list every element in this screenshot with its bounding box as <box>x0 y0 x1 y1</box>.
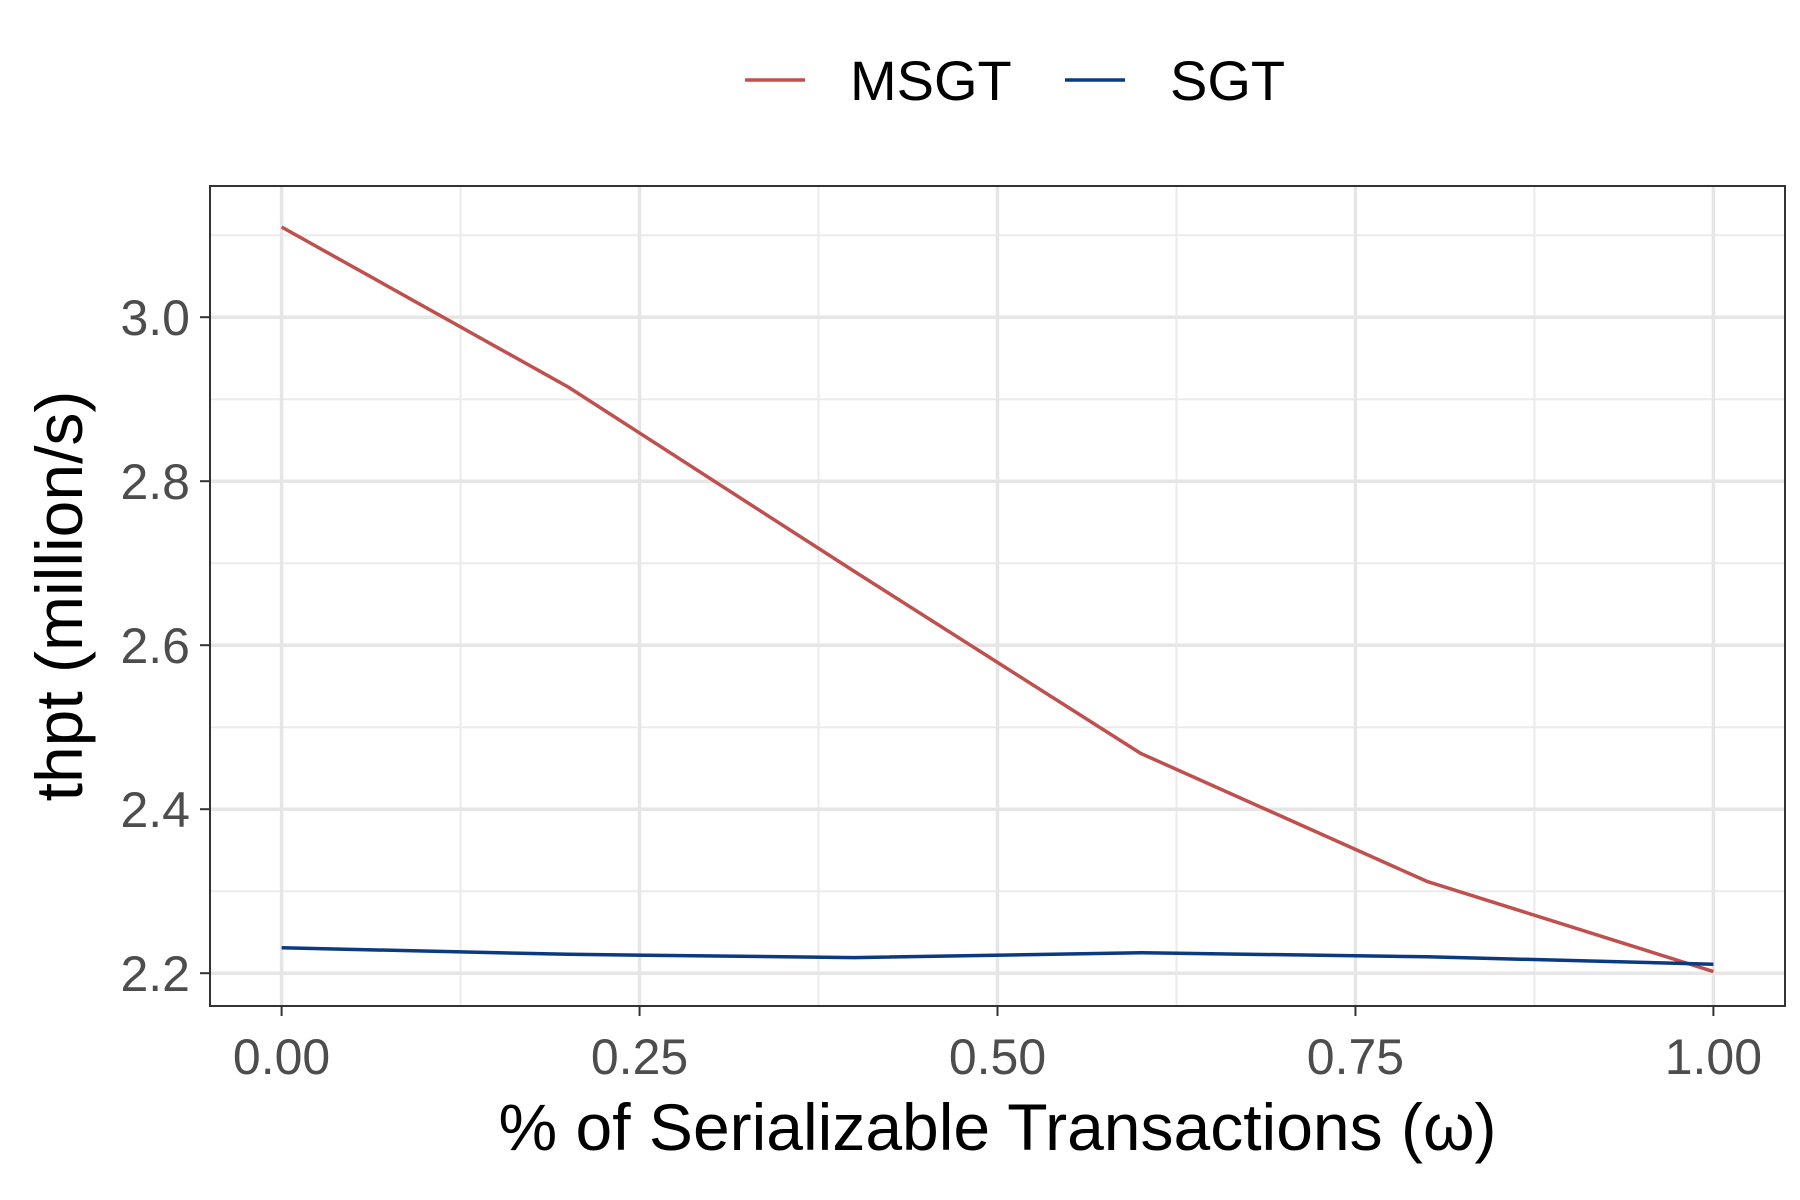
series-lines <box>280 225 1714 974</box>
y-tick-label: 2.8 <box>120 454 190 510</box>
plot-panel <box>209 185 1786 1007</box>
x-tick-label: 0.25 <box>591 1029 688 1085</box>
legend-item-msgt: MSGT <box>745 49 1012 112</box>
y-axis: 2.2 2.4 2.6 2.8 3.0 <box>120 290 210 1002</box>
x-tick-label: 0.00 <box>233 1029 330 1085</box>
legend-label-msgt: MSGT <box>850 49 1012 112</box>
major-gridlines <box>210 186 1785 1006</box>
x-tick-label: 0.50 <box>949 1029 1046 1085</box>
x-tick-label: 1.00 <box>1665 1029 1762 1085</box>
series-line-sgt <box>281 946 1714 966</box>
y-axis-title: thpt (million/s) <box>22 391 96 802</box>
legend-item-sgt: SGT <box>1065 49 1285 112</box>
legend: MSGT SGT <box>745 49 1285 112</box>
x-axis: 0.00 0.25 0.50 0.75 1.00 <box>233 1006 1762 1085</box>
y-tick-label: 2.4 <box>120 782 190 838</box>
y-tick-label: 2.6 <box>120 618 190 674</box>
x-tick-label: 0.75 <box>1307 1029 1404 1085</box>
x-axis-title: % of Serializable Transactions (ω) <box>499 1090 1497 1164</box>
series-line-msgt <box>280 225 1714 974</box>
y-tick-label: 2.2 <box>120 946 190 1002</box>
y-tick-label: 3.0 <box>120 290 190 346</box>
legend-label-sgt: SGT <box>1170 49 1285 112</box>
